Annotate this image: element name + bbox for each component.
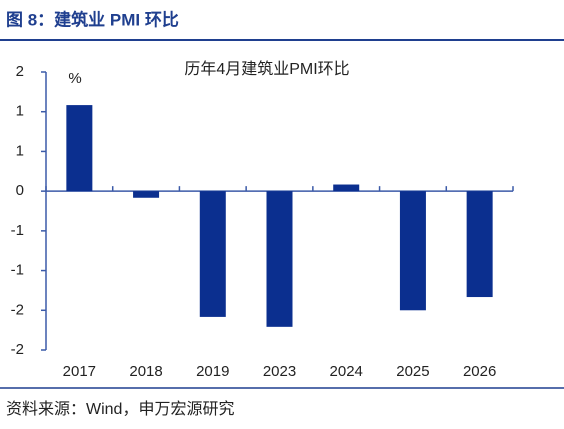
bar [199, 191, 226, 317]
bar [266, 191, 293, 327]
y-tick-label: -1 [11, 262, 24, 279]
bar [333, 184, 360, 192]
y-tick-label: 1 [16, 103, 24, 120]
x-tick-label: 2024 [330, 363, 363, 380]
chart-title: 图 8：建筑业 PMI 环比 [6, 9, 179, 29]
x-tick-label: 2025 [396, 363, 429, 380]
chart-subtitle: 历年4月建筑业PMI环比 [184, 60, 349, 78]
y-tick-label: 1 [16, 142, 24, 159]
bar [399, 191, 426, 311]
x-tick-label: 2018 [129, 363, 162, 380]
source-note: 资料来源：Wind，申万宏源研究 [6, 400, 234, 418]
y-tick-label: -1 [11, 222, 24, 239]
bar [466, 191, 493, 298]
y-unit: % [68, 70, 81, 87]
y-tick-label: 0 [16, 182, 24, 199]
bar [66, 105, 93, 192]
y-tick-label: -2 [11, 301, 24, 318]
x-tick-label: 2023 [263, 363, 296, 380]
x-tick-label: 2026 [463, 363, 496, 380]
x-tick-label: 2017 [63, 363, 96, 380]
y-tick-label: -2 [11, 341, 24, 358]
y-tick-label: 2 [16, 63, 24, 80]
x-tick-label: 2019 [196, 363, 229, 380]
bar [133, 191, 160, 198]
